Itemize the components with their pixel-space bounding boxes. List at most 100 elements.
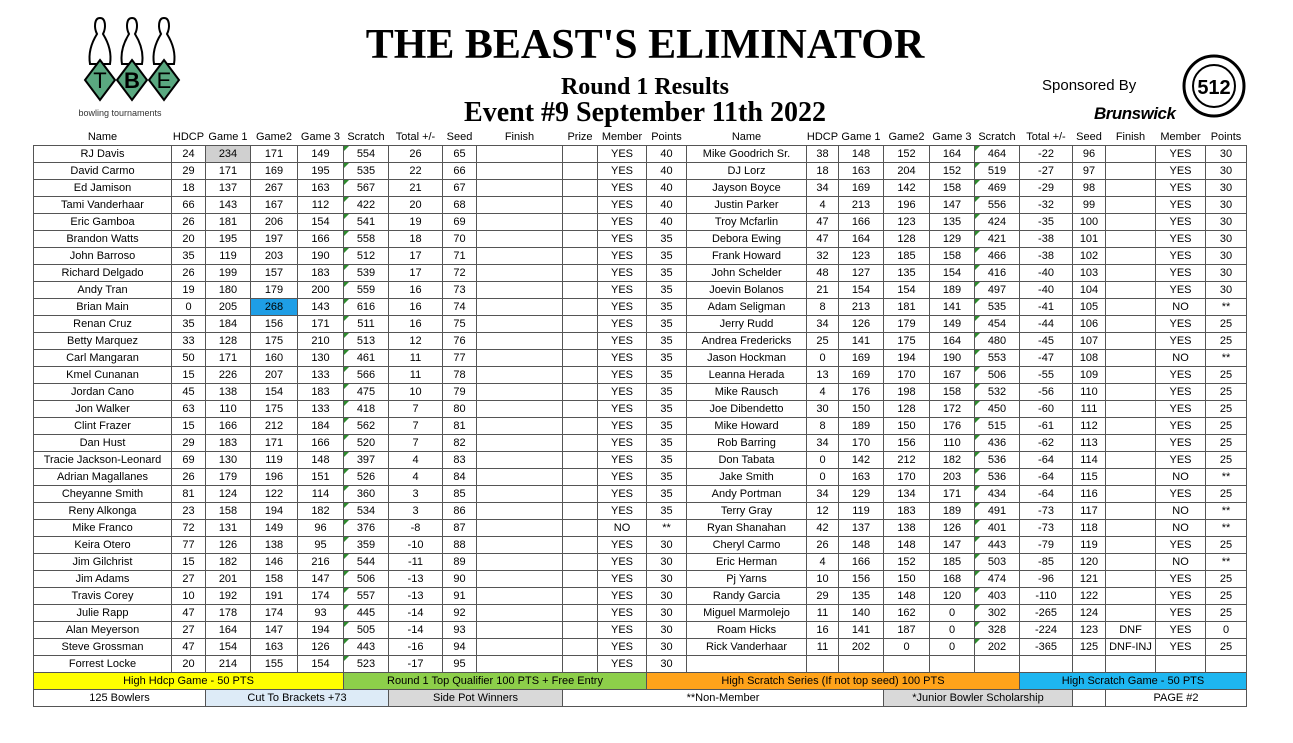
cell-left-prize <box>562 145 598 163</box>
column-header: HDCP <box>806 131 839 143</box>
cell-left-name: Andy Tran <box>33 281 172 299</box>
cell-right-game2: 138 <box>883 519 930 537</box>
cell-left-game-1: 126 <box>205 536 251 554</box>
cell-left-total: -14 <box>388 621 443 639</box>
cell-left-game2: 206 <box>250 213 298 231</box>
cell-left-game-1: 166 <box>205 417 251 435</box>
cell-left-total: 4 <box>388 468 443 486</box>
cell-left-member: YES <box>597 502 647 520</box>
cell-left-game-1: 119 <box>205 247 251 265</box>
cell-left-finish <box>476 349 563 367</box>
table-row: Forrest Locke 20 214 155 154 523 -17 95 YES 30 <box>33 655 1247 673</box>
cell-left-game2: 171 <box>250 434 298 452</box>
cell-left-game2: 175 <box>250 332 298 350</box>
cell-left-seed: 93 <box>442 621 477 639</box>
cell-right-total: -96 <box>1019 570 1073 588</box>
cell-right-member: NO <box>1155 468 1206 486</box>
cell-right-game2: 152 <box>883 553 930 571</box>
cell-left-game-1: 180 <box>205 281 251 299</box>
cell-right-game-1: 169 <box>838 179 884 197</box>
column-header: Game 3 <box>932 131 972 143</box>
cell-right-points: 30 <box>1205 213 1247 231</box>
cell-right-scratch: 491 <box>974 502 1020 520</box>
legend-top-qualifier: Round 1 Top Qualifier 100 PTS + Free Ent… <box>343 672 647 690</box>
cell-left-game2: 119 <box>250 451 298 469</box>
column-header: Points <box>651 131 682 143</box>
cell-left-game-3: 171 <box>297 315 344 333</box>
cell-left-game2: 163 <box>250 638 298 656</box>
cell-left-finish <box>476 298 563 316</box>
cell-left-scratch: 566 <box>343 366 389 384</box>
cell-left-hdcp: 0 <box>171 298 206 316</box>
cell-left-prize <box>562 179 598 197</box>
cell-left-member: YES <box>597 162 647 180</box>
cell-right-points: 30 <box>1205 281 1247 299</box>
cell-right-game-3: 129 <box>929 230 975 248</box>
cell-left-hdcp: 19 <box>171 281 206 299</box>
cell-left-seed: 69 <box>442 213 477 231</box>
cell-left-points: 40 <box>646 162 687 180</box>
cell-right-finish <box>1105 332 1156 350</box>
cell-left-prize <box>562 587 598 605</box>
cell-right-game2: 128 <box>883 230 930 248</box>
cell-left-scratch: 475 <box>343 383 389 401</box>
cell-left-finish <box>476 485 563 503</box>
cell-left-game-3: 133 <box>297 366 344 384</box>
cell-left-name: Brian Main <box>33 298 172 316</box>
cell-right-seed: 117 <box>1072 502 1106 520</box>
cell-right-game2: 196 <box>883 196 930 214</box>
cell-left-points: 35 <box>646 349 687 367</box>
cell-right-finish <box>1105 383 1156 401</box>
cell-right-total: -64 <box>1019 485 1073 503</box>
cell-right-finish <box>1105 604 1156 622</box>
cell-left-scratch: 505 <box>343 621 389 639</box>
cell-right-finish <box>1105 264 1156 282</box>
cell-right-game-1: 176 <box>838 383 884 401</box>
cell-right-game2: 156 <box>883 434 930 452</box>
cell-right-member: YES <box>1155 417 1206 435</box>
cell-right-game-1: 166 <box>838 213 884 231</box>
cell-right-points: ** <box>1205 553 1247 571</box>
cell-left-member: YES <box>597 332 647 350</box>
cell-right-game-1: 119 <box>838 502 884 520</box>
cell-right-name: Miguel Marmolejo <box>686 604 807 622</box>
cell-left-game2: 157 <box>250 264 298 282</box>
cell-right-name: Terry Gray <box>686 502 807 520</box>
cell-right-member: YES <box>1155 621 1206 639</box>
cell-right-points: ** <box>1205 468 1247 486</box>
cell-left-finish <box>476 587 563 605</box>
cell-left-finish <box>476 417 563 435</box>
table-row: Renan Cruz 35 184 156 171 511 16 75 YES 35 Jerry R… <box>33 315 1247 333</box>
cell-right-game-1 <box>838 655 884 673</box>
cell-left-name: Cheyanne Smith <box>33 485 172 503</box>
junior-scholarship-legend: *Junior Bowler Scholarship <box>883 689 1073 707</box>
legend-high-scratch-series: High Scratch Series (If not top seed) 10… <box>646 672 1020 690</box>
cell-right-hdcp: 4 <box>806 553 839 571</box>
cell-left-prize <box>562 230 598 248</box>
cell-right-total: -27 <box>1019 162 1073 180</box>
cell-left-seed: 76 <box>442 332 477 350</box>
cell-left-member: YES <box>597 230 647 248</box>
cell-left-prize <box>562 655 598 673</box>
cell-right-finish <box>1105 315 1156 333</box>
cell-left-scratch: 506 <box>343 570 389 588</box>
cell-right-total: -224 <box>1019 621 1073 639</box>
cell-left-total: -16 <box>388 638 443 656</box>
cell-left-total: 4 <box>388 451 443 469</box>
cell-left-member: YES <box>597 536 647 554</box>
cell-left-game-1: 164 <box>205 621 251 639</box>
cell-left-game-3: 149 <box>297 145 344 163</box>
table-row: Kmel Cunanan 15 226 207 133 566 11 78 YES 35 Leann… <box>33 366 1247 384</box>
cell-right-points: 25 <box>1205 315 1247 333</box>
cell-right-hdcp: 34 <box>806 485 839 503</box>
cell-left-total: -13 <box>388 587 443 605</box>
cell-right-seed: 113 <box>1072 434 1106 452</box>
cell-left-name: Jim Adams <box>33 570 172 588</box>
cell-right-points: 25 <box>1205 383 1247 401</box>
cell-left-hdcp: 33 <box>171 332 206 350</box>
cell-left-seed: 89 <box>442 553 477 571</box>
cell-right-name: Mike Goodrich Sr. <box>686 145 807 163</box>
cell-left-name: Clint Frazer <box>33 417 172 435</box>
cell-right-game-1: 163 <box>838 468 884 486</box>
cell-right-member: YES <box>1155 400 1206 418</box>
